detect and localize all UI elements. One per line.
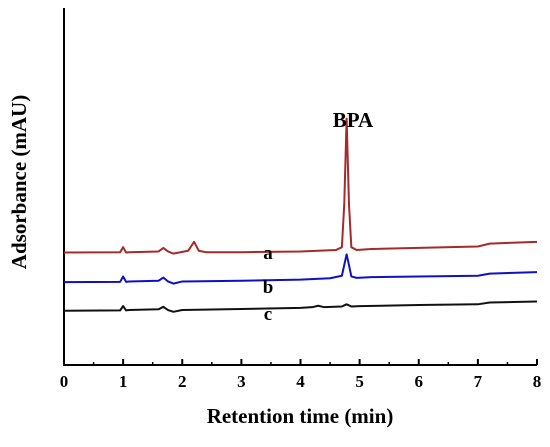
series-line-b: [63, 253, 538, 285]
y-axis-title: Adsorbance (mAU): [7, 95, 31, 269]
series-line-a: [63, 117, 538, 255]
series-line-c: [63, 300, 538, 313]
x-tick-label: 7: [474, 372, 483, 391]
x-tick-label: 8: [533, 372, 542, 391]
series-label-a: a: [263, 243, 273, 264]
bpa-annotation: BPA: [333, 108, 374, 132]
x-tick-label: 5: [355, 372, 364, 391]
x-tick-label: 3: [237, 372, 246, 391]
x-tick-label: 1: [119, 372, 128, 391]
x-tick-label: 0: [60, 372, 69, 391]
plot-area: [63, 8, 537, 366]
x-axis-title: Retention time (min): [207, 404, 394, 428]
series-layer: [63, 117, 538, 313]
series-label-c: c: [264, 304, 272, 325]
x-tick-label: 4: [296, 372, 305, 391]
series-label-b: b: [263, 277, 274, 298]
x-tick-label: 2: [178, 372, 187, 391]
x-ticks: 0 1 2 3 4 5 6 7 8: [60, 359, 542, 391]
x-tick-label: 6: [415, 372, 424, 391]
